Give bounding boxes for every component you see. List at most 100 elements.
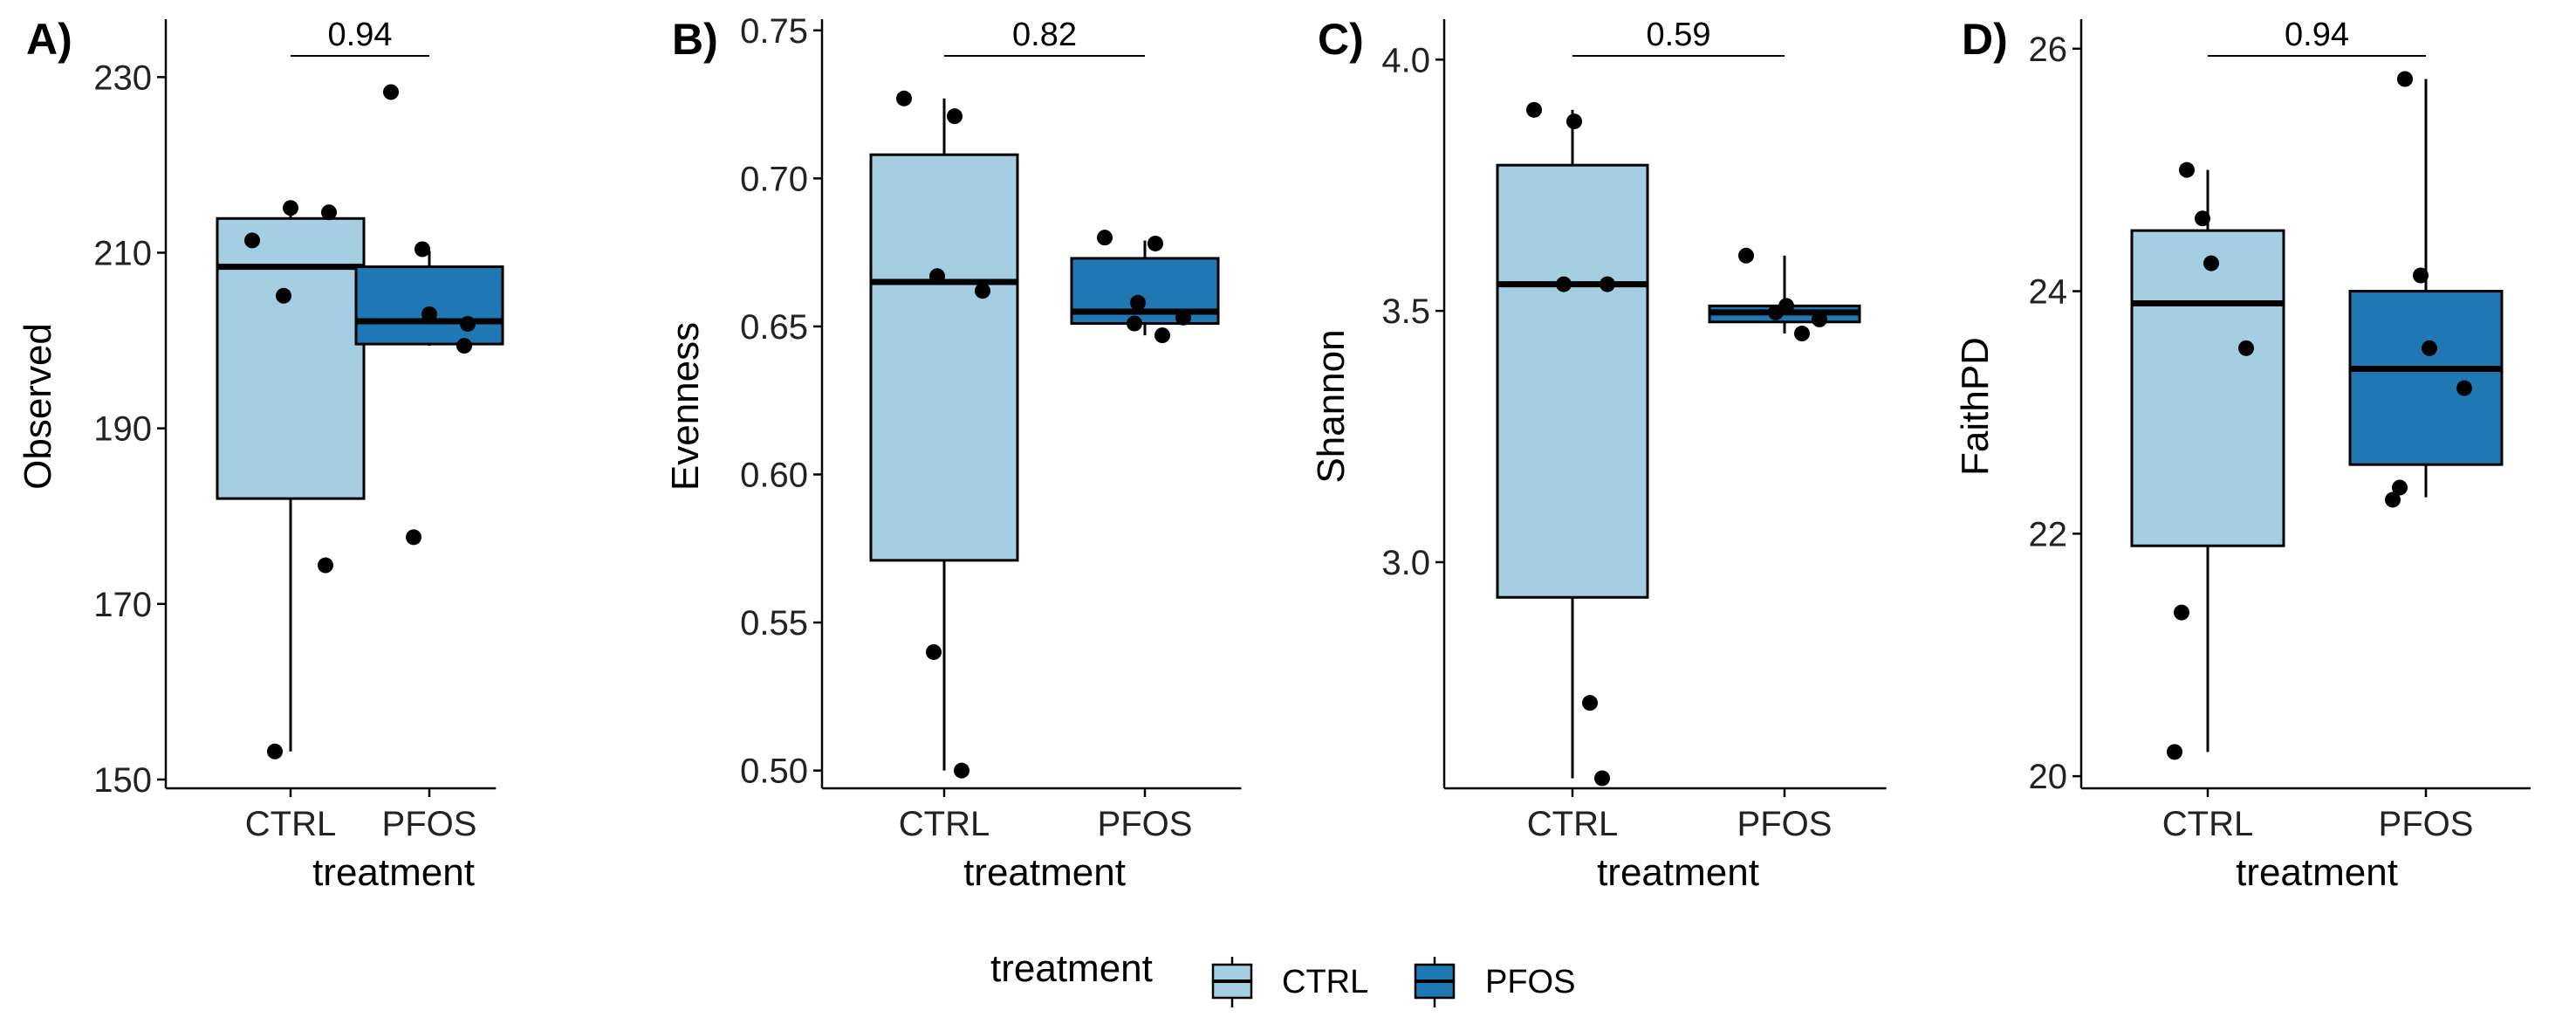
- x-axis-title: treatment: [963, 851, 1126, 894]
- data-point: [414, 241, 430, 258]
- y-tick-label: 26: [2029, 31, 2068, 69]
- data-point: [2167, 744, 2182, 760]
- p-value: 0.94: [328, 17, 393, 53]
- y-axis-title: Observed: [17, 323, 59, 490]
- data-point: [975, 283, 990, 299]
- y-tick-label: 24: [2029, 273, 2068, 312]
- data-point: [1594, 770, 1610, 787]
- data-point: [1097, 230, 1113, 246]
- y-tick-label: 0.55: [740, 604, 808, 643]
- y-tick-label: 3.5: [1381, 292, 1430, 331]
- y-tick-label: 0.50: [740, 753, 808, 791]
- x-tick-label: CTRL: [1527, 805, 1618, 843]
- data-point: [2456, 380, 2472, 396]
- data-point: [2385, 491, 2401, 508]
- data-point: [456, 338, 472, 354]
- data-point: [2397, 71, 2413, 87]
- y-axis-title: Shannon: [1310, 329, 1353, 483]
- data-point: [1566, 113, 1582, 130]
- panel-tag: C): [1318, 15, 1364, 64]
- data-point: [1526, 101, 1542, 118]
- legend-label-pfos: PFOS: [1485, 964, 1575, 1000]
- data-point: [2174, 604, 2189, 621]
- x-tick-label: CTRL: [245, 805, 336, 843]
- y-tick-label: 0.70: [740, 160, 808, 198]
- data-point: [1794, 326, 1810, 342]
- panel-tag: D): [1962, 15, 2008, 64]
- panel-1: A) 150 170 190 210 230 CTRL PFOS treatment Observ…: [17, 15, 504, 894]
- y-tick-label: 0.75: [740, 12, 808, 51]
- data-point: [1556, 276, 1572, 292]
- y-tick-label: 20: [2029, 758, 2068, 796]
- p-value: 0.94: [2285, 17, 2349, 53]
- y-axis-title: Evenness: [664, 322, 707, 491]
- data-point: [2392, 479, 2408, 496]
- y-tick-label: 150: [93, 761, 152, 800]
- box-pfos: [354, 265, 504, 346]
- data-point: [954, 762, 969, 779]
- legend-title: treatment: [990, 947, 1153, 990]
- y-tick-label: 190: [93, 410, 152, 449]
- x-tick-label: PFOS: [1737, 805, 1833, 843]
- data-point: [2203, 255, 2219, 271]
- box-ctrl: [869, 153, 1019, 562]
- y-tick-label: 3.0: [1381, 544, 1430, 582]
- data-point: [1154, 327, 1170, 344]
- x-tick-label: CTRL: [2162, 805, 2253, 843]
- legend-label-ctrl: CTRL: [1282, 964, 1368, 1000]
- y-axis-title: FaithPD: [1954, 337, 1997, 476]
- x-tick-label: PFOS: [382, 805, 477, 843]
- p-value: 0.82: [1012, 17, 1077, 53]
- y-tick-label: 230: [93, 58, 152, 97]
- box-pfos: [2348, 290, 2504, 466]
- data-point: [460, 315, 476, 332]
- data-point: [1768, 304, 1784, 320]
- panels: A) 150 170 190 210 230 CTRL PFOS treatment Observ…: [17, 12, 2531, 894]
- data-point: [947, 108, 963, 125]
- data-point: [1600, 276, 1615, 292]
- data-point: [421, 306, 437, 322]
- data-point: [2238, 340, 2254, 356]
- data-point: [318, 557, 333, 574]
- data-point: [276, 287, 291, 304]
- x-tick-label: PFOS: [1098, 805, 1193, 843]
- data-point: [2422, 340, 2437, 356]
- data-point: [1148, 235, 1163, 251]
- data-point: [267, 743, 283, 760]
- y-tick-label: 4.0: [1381, 41, 1430, 79]
- y-tick-label: 0.60: [740, 457, 808, 495]
- data-point: [1127, 315, 1142, 332]
- data-point: [321, 204, 337, 221]
- data-point: [929, 268, 945, 285]
- data-point: [2179, 162, 2195, 178]
- data-point: [244, 232, 260, 249]
- data-point: [406, 529, 421, 546]
- panel-tag: B): [672, 15, 718, 64]
- x-axis-title: treatment: [2236, 851, 2398, 894]
- data-point: [896, 90, 912, 107]
- p-value: 0.59: [1647, 17, 1711, 53]
- x-tick-label: PFOS: [2379, 805, 2474, 843]
- data-point: [2413, 267, 2429, 284]
- panel-tag: A): [26, 15, 72, 64]
- x-tick-label: CTRL: [899, 805, 990, 843]
- legend: treatment CTRL PFOS: [990, 947, 1575, 1007]
- y-tick-label: 170: [93, 586, 152, 624]
- data-point: [383, 84, 399, 100]
- y-tick-label: 22: [2029, 515, 2068, 553]
- box-ctrl: [216, 217, 366, 500]
- y-tick-label: 210: [93, 234, 152, 272]
- data-point: [1738, 247, 1754, 264]
- x-axis-title: treatment: [1597, 851, 1759, 894]
- x-axis-title: treatment: [312, 851, 475, 894]
- panel-4: D) 20 22 24 26 CTRL PFOS treatment FaithPD 0.94: [1954, 15, 2531, 894]
- panel-3: C) 3.0 3.5 4.0 CTRL PFOS treatment Shannon 0.59: [1310, 15, 1887, 894]
- y-tick-label: 0.65: [740, 308, 808, 347]
- data-point: [1812, 311, 1827, 327]
- data-point: [1130, 294, 1146, 311]
- box-ctrl: [1496, 163, 1649, 599]
- data-point: [926, 643, 942, 660]
- panel-2: B) 0.50 0.55 0.60 0.65 0.70 0.75 CTRL PFOS treatm…: [664, 12, 1242, 894]
- box-ctrl: [2130, 229, 2285, 547]
